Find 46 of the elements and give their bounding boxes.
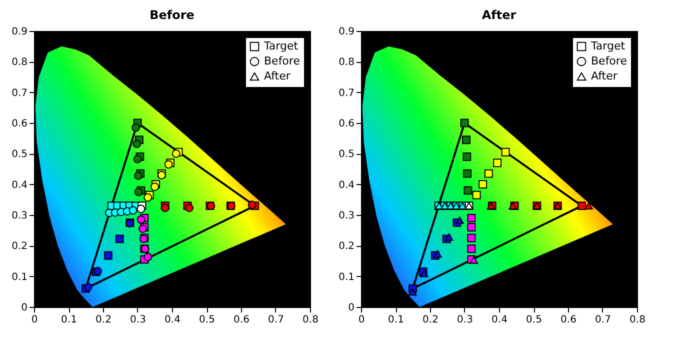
y-tick-label: 0.6 — [12, 118, 28, 130]
legend-label: After — [264, 70, 291, 82]
y-tick-label: 0.7 — [12, 88, 28, 99]
y-tick-label: 0.9 — [12, 26, 28, 38]
x-tick-label: 0.3 — [457, 314, 473, 326]
y-tick-label: 0.4 — [12, 180, 28, 191]
x-tick-label: 0.6 — [560, 314, 576, 326]
y-tick-label: 0 — [348, 302, 354, 314]
y-tick-label: 0.8 — [12, 57, 28, 68]
x-tick-label: 0.8 — [302, 314, 318, 326]
legend-label: Target — [590, 40, 626, 52]
legend-label: Before — [264, 54, 300, 68]
x-tick-label: 0.3 — [130, 314, 146, 326]
x-tick-label: 0 — [358, 314, 365, 326]
x-tick-label: 0.2 — [422, 314, 438, 326]
y-tick-label: 0.1 — [338, 272, 354, 283]
y-tick-label: 0.5 — [12, 149, 28, 160]
x-tick-label: 0.5 — [199, 314, 215, 326]
y-tick-label: 0.5 — [338, 149, 354, 160]
chart-title: Before — [150, 8, 194, 22]
legend-label: After — [591, 70, 618, 82]
y-tick-label: 0.7 — [338, 88, 354, 99]
x-tick-label: 0.8 — [630, 314, 646, 326]
chart-title: After — [482, 8, 516, 22]
x-tick-label: 0.2 — [96, 314, 112, 326]
y-tick-label: 0.8 — [338, 57, 354, 68]
y-tick-label: 0.6 — [338, 118, 354, 130]
x-tick-label: 0.4 — [492, 314, 508, 326]
x-tick-label: 0.7 — [268, 314, 284, 326]
x-tick-label: 0.1 — [388, 314, 404, 326]
y-tick-label: 0.2 — [12, 241, 28, 252]
y-tick-label: 0.1 — [12, 272, 28, 283]
legend-label: Target — [263, 40, 299, 52]
x-tick-label: 0 — [31, 314, 38, 326]
x-tick-label: 0.1 — [61, 314, 77, 326]
x-tick-label: 0.5 — [526, 314, 542, 326]
y-tick-label: 0 — [21, 302, 28, 314]
y-tick-label: 0.2 — [338, 241, 354, 252]
y-tick-label: 0.9 — [338, 26, 354, 38]
x-tick-label: 0.4 — [164, 314, 180, 326]
x-tick-label: 0.6 — [234, 314, 250, 326]
legend-label: Before — [591, 54, 628, 68]
y-tick-label: 0.4 — [338, 180, 354, 191]
y-tick-label: 0.3 — [338, 210, 354, 222]
x-tick-label: 0.7 — [595, 314, 611, 326]
y-tick-label: 0.3 — [12, 210, 28, 222]
